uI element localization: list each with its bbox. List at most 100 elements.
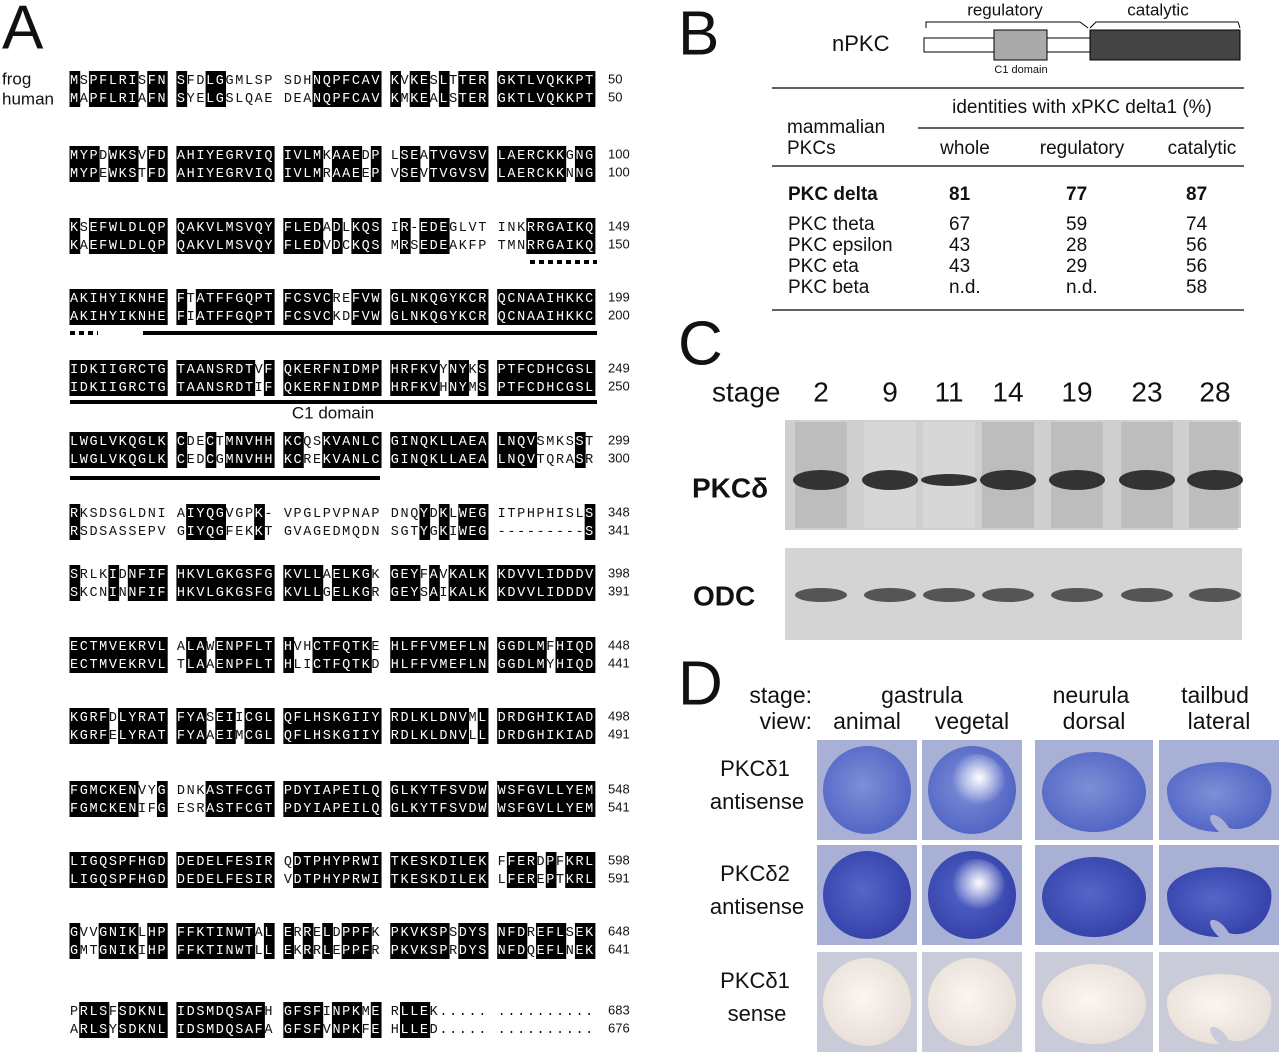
identity-highlight	[409, 655, 421, 673]
identity-highlight	[584, 360, 596, 378]
annotation-bars	[70, 260, 597, 480]
identity-highlight	[147, 146, 158, 164]
identity-highlight	[79, 450, 90, 468]
identity-highlight	[234, 450, 246, 468]
identity-highlight	[69, 378, 81, 396]
identity-highlight	[263, 307, 275, 325]
identity-highlight	[176, 923, 188, 941]
identity-highlight	[118, 852, 129, 870]
identity-highlight	[69, 307, 81, 325]
identity-highlight	[565, 71, 576, 89]
identity-highlight	[263, 726, 275, 744]
identity-highlight	[477, 307, 489, 325]
identity-highlight	[79, 655, 90, 673]
identity-highlight	[98, 637, 110, 655]
identity-highlight	[361, 637, 372, 655]
identity-highlight	[536, 726, 547, 744]
identity-highlight	[254, 870, 265, 888]
identity-highlight	[225, 164, 236, 182]
identity-highlight	[438, 89, 450, 107]
identity-highlight	[409, 307, 421, 325]
identity-highlight	[536, 637, 547, 655]
identity-highlight	[370, 146, 382, 164]
identity-highlight	[137, 1020, 149, 1038]
identity-highlight	[147, 655, 158, 673]
identity-highlight	[458, 941, 470, 959]
identity-highlight	[283, 781, 295, 799]
identity-highlight	[263, 360, 275, 378]
identity-highlight	[516, 637, 528, 655]
residue-number: 491	[608, 726, 630, 741]
identity-highlight	[429, 360, 440, 378]
identity-highlight	[506, 565, 518, 583]
identity-highlight	[390, 360, 401, 378]
identity-highlight	[293, 852, 304, 870]
identity-highlight	[409, 432, 421, 450]
identity-highlight	[429, 583, 440, 601]
identity-highlight	[147, 450, 158, 468]
identity-highlight	[147, 378, 158, 396]
identity-highlight	[584, 89, 596, 107]
identity-highlight	[205, 146, 217, 164]
identity-highlight	[205, 360, 217, 378]
identity-highlight	[98, 450, 110, 468]
identity-highlight	[438, 941, 450, 959]
band	[1121, 588, 1173, 602]
identity-highlight	[263, 164, 275, 182]
identity-highlight	[283, 923, 295, 941]
identity-highlight	[127, 583, 139, 601]
identity-highlight	[574, 360, 586, 378]
identity-highlight	[176, 726, 188, 744]
identity-highlight	[283, 565, 295, 583]
identity-highlight	[506, 870, 518, 888]
table-cell: 59	[1066, 214, 1087, 235]
identity-highlight	[331, 218, 343, 236]
identity-highlight	[322, 852, 333, 870]
identity-highlight	[370, 307, 382, 325]
identity-highlight	[429, 781, 440, 799]
identity-highlight	[399, 565, 411, 583]
identity-highlight	[195, 378, 207, 396]
identity-highlight	[147, 307, 158, 325]
identity-highlight	[186, 522, 197, 540]
identity-highlight	[79, 307, 90, 325]
identity-highlight	[448, 289, 460, 307]
identity-highlight	[477, 504, 489, 522]
identity-highlight	[497, 146, 508, 164]
identity-highlight	[88, 1002, 100, 1020]
identity-highlight	[390, 781, 401, 799]
identity-highlight	[186, 565, 197, 583]
identity-highlight	[69, 941, 81, 959]
identity-highlight	[293, 565, 304, 583]
identity-highlight	[127, 852, 139, 870]
identity-highlight	[147, 289, 158, 307]
identity-highlight	[137, 450, 149, 468]
identity-highlight	[147, 236, 158, 254]
identity-highlight	[69, 708, 81, 726]
identity-highlight	[234, 218, 246, 236]
identity-highlight	[156, 870, 168, 888]
identity-highlight	[419, 1002, 431, 1020]
identity-highlight	[574, 637, 586, 655]
identity-highlight	[331, 1020, 343, 1038]
probe-kind: sense	[728, 1001, 787, 1026]
identity-highlight	[244, 360, 256, 378]
identity-highlight	[79, 1020, 90, 1038]
identity-highlight	[186, 852, 197, 870]
identity-highlight	[205, 852, 217, 870]
identity-highlight	[263, 146, 275, 164]
identity-highlight	[341, 781, 353, 799]
identity-highlight	[215, 307, 227, 325]
identity-highlight	[195, 1020, 207, 1038]
identity-highlight	[225, 565, 236, 583]
identity-highlight	[108, 923, 120, 941]
identity-highlight	[215, 360, 227, 378]
stage-number: 11	[934, 376, 963, 407]
identity-highlight	[176, 360, 188, 378]
identity-highlight	[195, 726, 207, 744]
identity-highlight	[526, 799, 538, 817]
identity-highlight	[215, 504, 227, 522]
identity-highlight	[536, 799, 547, 817]
panel-letter: D	[678, 649, 723, 718]
